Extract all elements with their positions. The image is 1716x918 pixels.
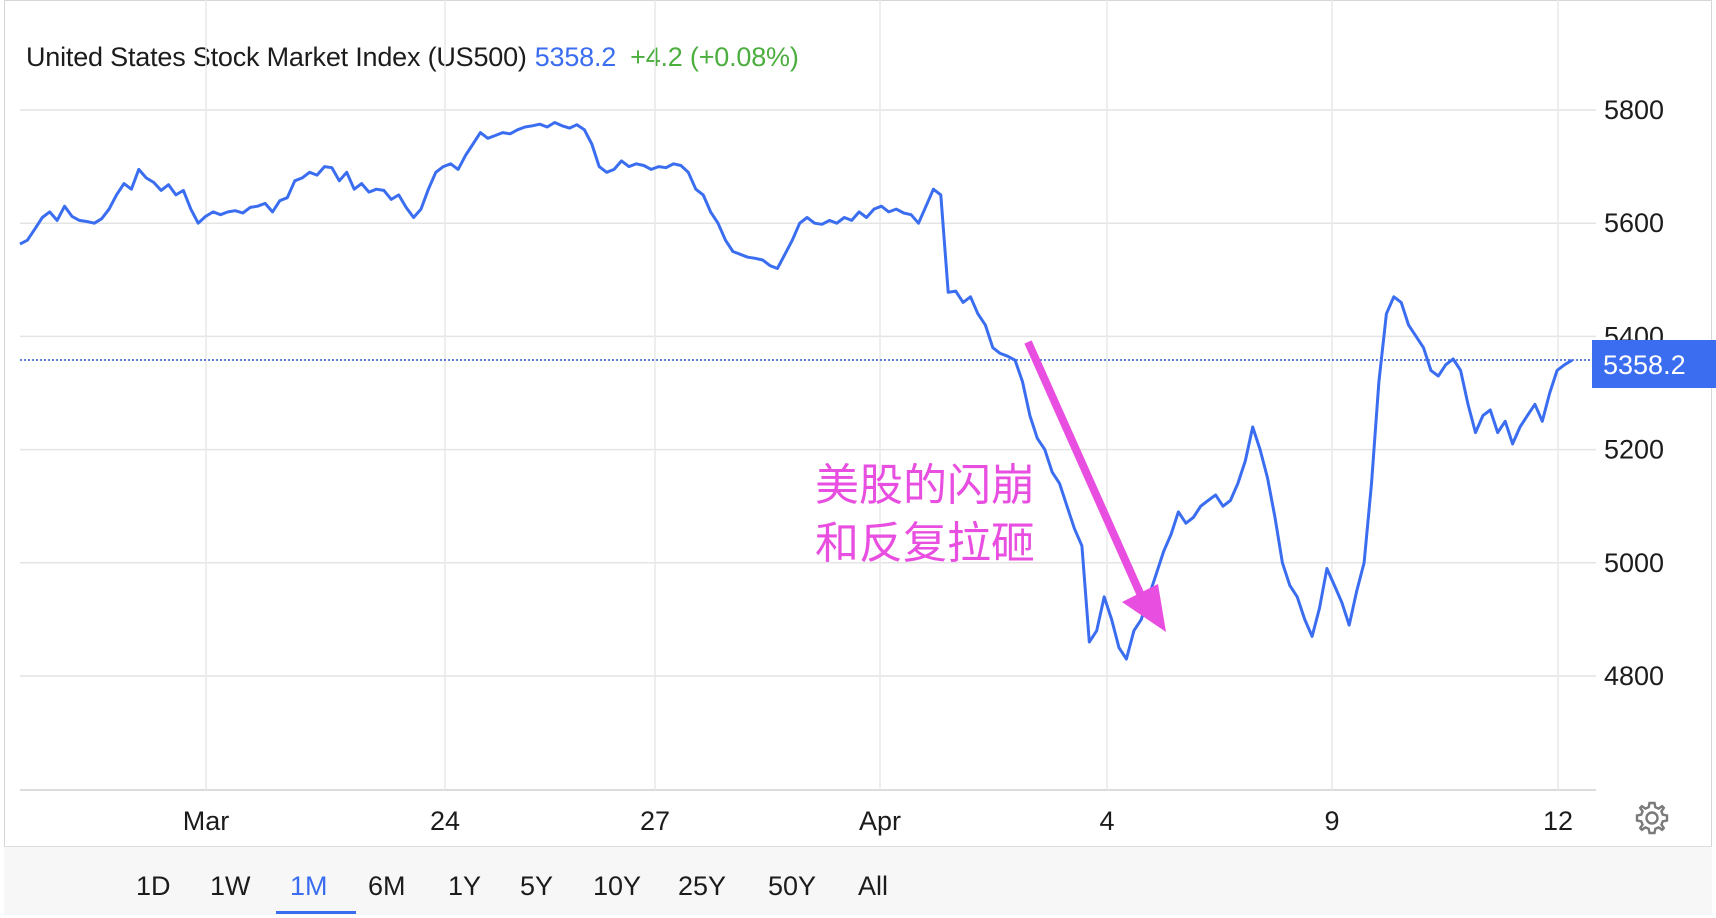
range-button-6m[interactable]: 6M	[368, 871, 406, 901]
gear-icon[interactable]	[1634, 800, 1670, 836]
x-tick-label: Mar	[183, 806, 230, 836]
current-price: 5358.2	[534, 42, 617, 72]
range-button-1y[interactable]: 1Y	[448, 871, 482, 901]
range-button-25y[interactable]: 25Y	[678, 871, 727, 901]
x-tick-label: 27	[640, 806, 670, 836]
x-axis: Mar 24 27 Apr 4 9 12	[183, 806, 1573, 836]
price-change: +4.2 (+0.08%)	[630, 42, 799, 72]
y-tick-label: 5200	[1604, 435, 1664, 465]
range-button-1m[interactable]: 1M	[290, 871, 328, 901]
annotation-arrow-shaft	[1024, 340, 1147, 602]
x-tick-label: 4	[1099, 806, 1114, 836]
chart-x-grid	[205, 0, 1559, 790]
last-value-label: 5358.2	[1603, 350, 1686, 380]
chart-frame	[4, 0, 1712, 914]
range-button-50y[interactable]: 50Y	[768, 871, 817, 901]
x-tick-label: 24	[430, 806, 460, 836]
range-button-all[interactable]: All	[858, 871, 889, 901]
price-series-line	[19, 121, 1573, 661]
x-tick-label: 9	[1324, 806, 1339, 836]
y-tick-label: 5800	[1604, 95, 1664, 125]
active-range-underline	[276, 911, 356, 914]
index-name: United States Stock Market Index (US500)	[26, 42, 527, 72]
y-tick-label: 5000	[1604, 548, 1664, 578]
x-tick-label: 12	[1543, 806, 1573, 836]
annotation-arrow	[1024, 340, 1166, 632]
x-tick-label: Apr	[859, 806, 901, 836]
range-button-10y[interactable]: 10Y	[593, 871, 642, 901]
y-tick-label: 4800	[1604, 661, 1664, 691]
annotation-arrow-head	[1122, 584, 1166, 632]
y-tick-label: 5600	[1604, 208, 1664, 238]
range-button-1d[interactable]: 1D	[136, 871, 171, 901]
annotation-line-1: 美股的闪崩	[815, 460, 1035, 511]
chart-grid	[20, 109, 1596, 791]
range-button-5y[interactable]: 5Y	[520, 871, 554, 901]
last-value-badge-bg	[1592, 340, 1716, 388]
range-button-1w[interactable]: 1W	[210, 871, 251, 901]
annotation-line-2: 和反复拉砸	[815, 518, 1035, 569]
range-selector: 1D 1W 1M 6M 1Y 5Y 10Y 25Y 50Y All	[4, 846, 1712, 915]
chart-title-bar: United States Stock Market Index (US500)…	[26, 42, 799, 73]
last-value-badge: 5358.2	[1592, 340, 1716, 388]
